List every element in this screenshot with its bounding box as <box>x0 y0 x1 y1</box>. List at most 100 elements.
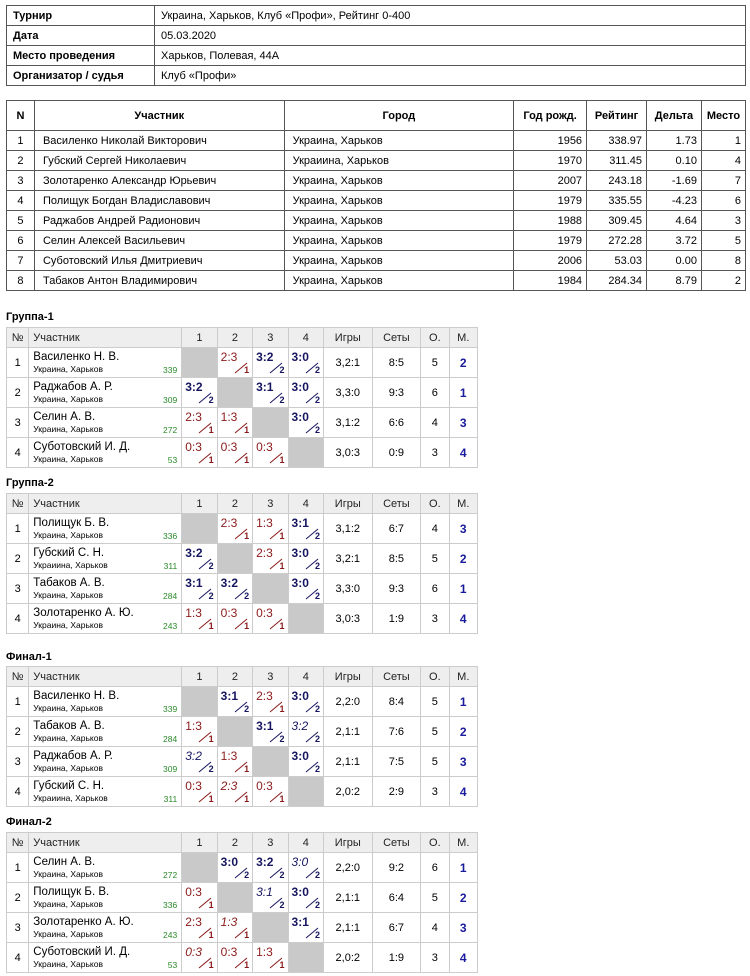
self-cell <box>216 716 254 747</box>
self-cell <box>181 852 218 883</box>
info-row: Дата 05.03.2020 <box>6 25 746 46</box>
player-name: Золотаренко А. Ю. <box>33 915 134 928</box>
player-name: Василенко Н. В. <box>33 689 120 702</box>
match-cell: 3:2 2 <box>252 347 289 378</box>
group-row: 3 Золотаренко А. Ю. Украина, Харьков 243 2:3… <box>5 912 479 943</box>
self-cell <box>181 513 218 544</box>
player-rating: 284 <box>163 591 178 601</box>
group-column-header: № <box>5 666 30 687</box>
player-rating: 272 <box>163 870 178 880</box>
match-result: 2 <box>279 900 285 910</box>
player-city: Украина, Харьков <box>33 363 103 374</box>
table-cell: 284.34 <box>586 270 648 291</box>
table-cell: 2006 <box>513 250 588 271</box>
games-value: 3,3:0 <box>322 573 373 604</box>
match-score: 2:3 <box>220 350 238 364</box>
table-cell: Украина, Харьков <box>283 190 515 211</box>
table-cell: 7 <box>700 170 747 191</box>
match-score: 3:1 <box>256 719 274 733</box>
match-cell: 3:0 2 <box>287 543 324 574</box>
table-cell: 4 <box>700 150 747 171</box>
group-column-header: № <box>5 327 30 348</box>
match-score: 1:3 <box>220 915 238 929</box>
player-rating: 284 <box>163 734 178 744</box>
group-row: 1 Полищук Б. В. Украина, Харьков 336 2:3 1 1:3… <box>5 513 479 544</box>
match-cell: 2:3 1 <box>216 347 254 378</box>
self-cell <box>287 776 324 807</box>
match-result: 2 <box>244 704 250 714</box>
table-cell: Губский Сергей Николаевич <box>33 150 285 171</box>
info-value: Клуб «Профи» <box>154 65 746 86</box>
table-cell: 4.64 <box>646 210 702 231</box>
table-cell: Украина, Харьков <box>283 250 515 271</box>
slash-icon <box>269 392 283 404</box>
player-cell: Василенко Н. В. Украина, Харьков 339 <box>28 686 183 717</box>
player-cell: Полищук Б. В. Украина, Харьков 336 <box>28 882 183 913</box>
match-score: 3:2 <box>220 576 238 590</box>
player-city: Украина, Харьков <box>33 589 103 600</box>
player-number: 2 <box>5 377 30 408</box>
match-cell: 1:3 1 <box>181 603 218 634</box>
match-cell: 0:3 1 <box>181 942 218 973</box>
slash-icon <box>198 588 212 600</box>
group-row: 1 Селин А. В. Украина, Харьков 272 3:0 2 3:2 2 3… <box>5 852 479 883</box>
group-column-header: О. <box>420 493 450 514</box>
match-cell: 0:3 1 <box>252 776 289 807</box>
table-cell: 3.72 <box>646 230 702 251</box>
slash-icon <box>234 927 247 939</box>
match-score: 3:2 <box>291 719 309 733</box>
group-row: 4 Суботовский И. Д. Украина, Харьков 53 0:3 1… <box>5 942 479 973</box>
match-result: 2 <box>314 591 320 601</box>
match-cell: 3:0 2 <box>287 686 324 717</box>
slash-icon <box>234 422 247 434</box>
group-column-header: 2 <box>216 832 254 853</box>
match-score: 3:2 <box>256 350 274 364</box>
player-number: 1 <box>5 347 30 378</box>
sets-value: 2:9 <box>371 776 422 807</box>
slash-icon <box>198 731 212 743</box>
player-rating: 311 <box>163 561 178 571</box>
group-row: 2 Табаков А. В. Украина, Харьков 284 1:3 1 3:1… <box>5 716 479 747</box>
slash-icon <box>234 791 247 803</box>
slash-icon <box>269 362 283 374</box>
match-score: 3:2 <box>185 380 203 394</box>
group-column-header: М. <box>448 327 479 348</box>
place-value: 3 <box>448 912 479 943</box>
table-cell: 1956 <box>513 130 588 151</box>
player-city: Украина, Харьков <box>33 928 103 939</box>
match-cell: 1:3 1 <box>216 407 254 438</box>
match-result: 1 <box>279 704 285 714</box>
table-cell: Украина, Харьков <box>283 270 515 291</box>
games-value: 2,1:1 <box>322 746 373 777</box>
games-value: 3,1:2 <box>322 407 373 438</box>
player-city: Украина, Харьков <box>33 529 103 540</box>
self-cell <box>181 686 218 717</box>
table-cell: 243.18 <box>586 170 648 191</box>
table-cell: 0.00 <box>646 250 702 271</box>
slash-icon <box>198 927 212 939</box>
group-column-header: Сеты <box>371 493 422 514</box>
player-cell: Суботовский И. Д. Украина, Харьков 53 <box>28 942 183 973</box>
match-result: 1 <box>208 960 214 970</box>
match-result: 1 <box>279 794 285 804</box>
slash-icon <box>305 392 318 404</box>
match-result: 1 <box>208 794 214 804</box>
match-result: 2 <box>314 425 320 435</box>
table-cell: 1979 <box>513 230 588 251</box>
slash-icon <box>234 362 247 374</box>
group-row: 2 Раджабов А. Р. Украина, Харьков 309 3:2 2 3:… <box>5 377 479 408</box>
column-header: N <box>6 100 35 131</box>
player-name: Суботовский И. Д. <box>33 945 131 958</box>
player-city: Украина, Харьков <box>33 732 103 743</box>
sets-value: 6:7 <box>371 513 422 544</box>
match-cell: 1:3 1 <box>252 513 289 544</box>
place-value: 1 <box>448 573 479 604</box>
self-cell <box>287 603 324 634</box>
match-cell: 3:0 2 <box>216 852 254 883</box>
sets-value: 9:3 <box>371 377 422 408</box>
match-score: 3:2 <box>185 546 203 560</box>
match-result: 2 <box>244 870 250 880</box>
games-value: 3,2:1 <box>322 347 373 378</box>
player-cell: Василенко Н. В. Украина, Харьков 339 <box>28 347 183 378</box>
match-cell: 1:3 1 <box>216 912 254 943</box>
